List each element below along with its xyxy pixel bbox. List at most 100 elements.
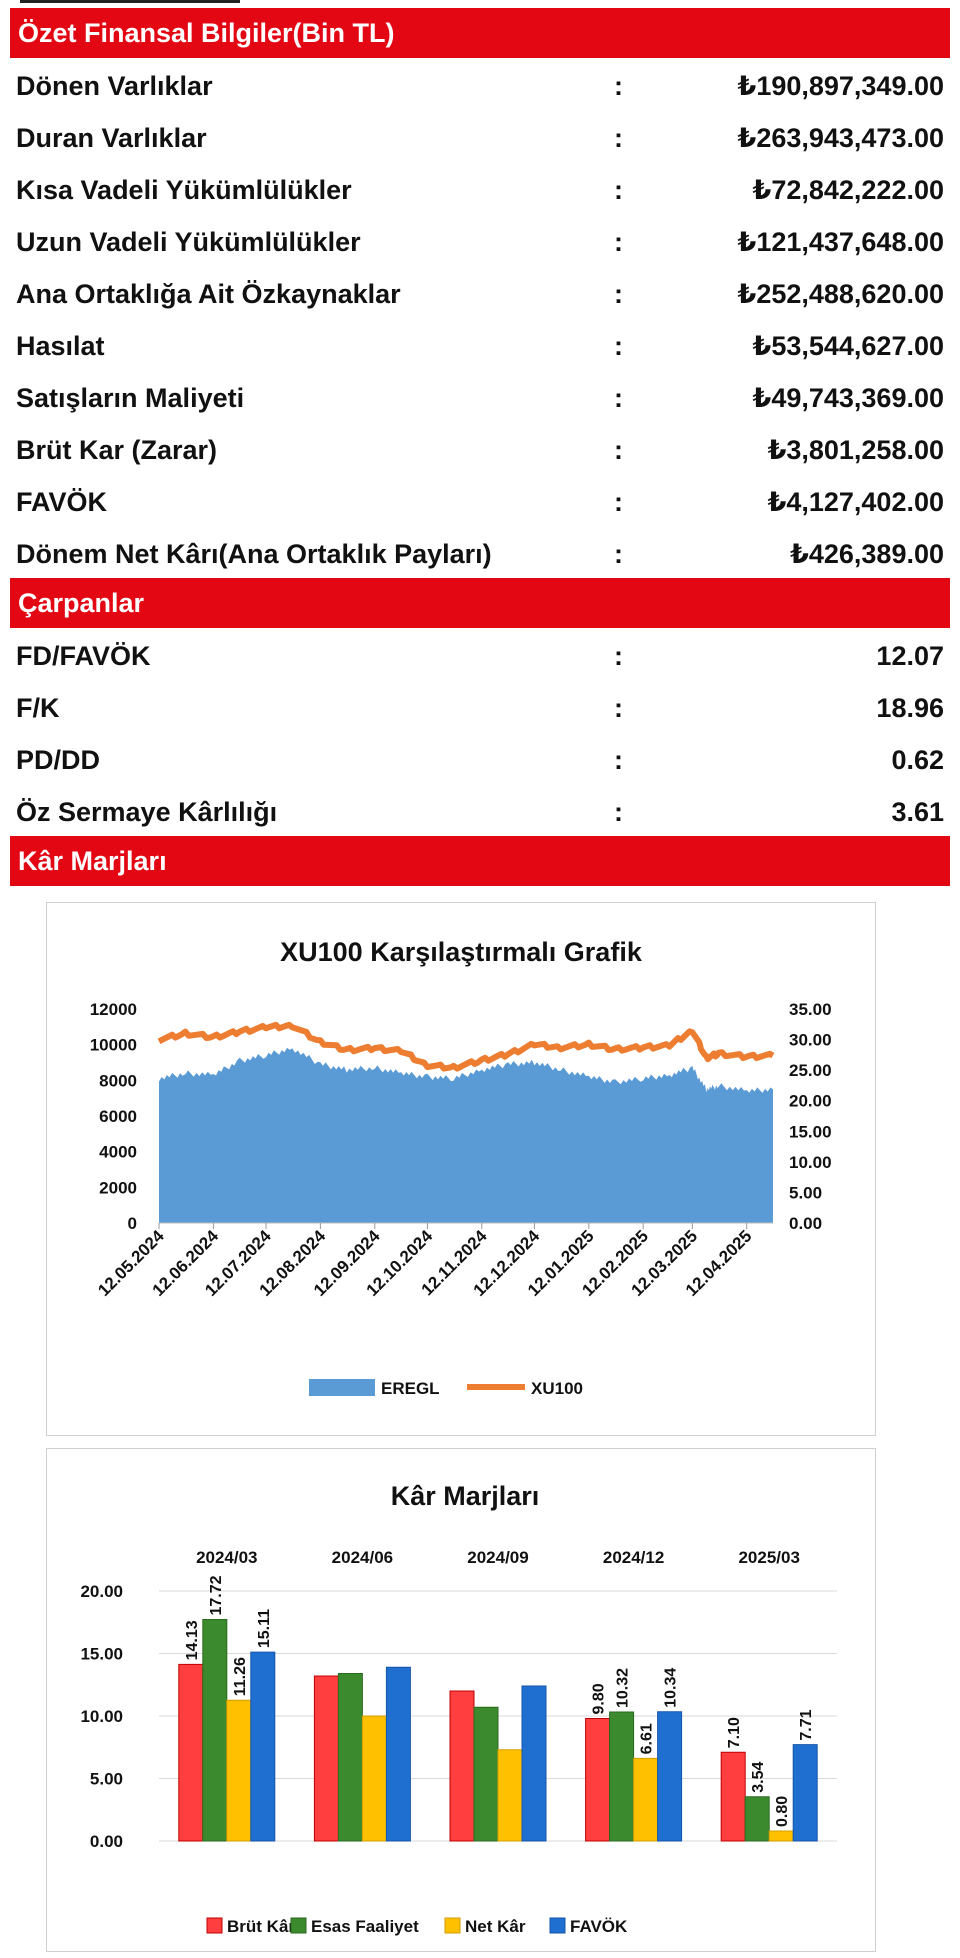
xu100-chart: XU100 Karşılaştırmalı Grafik 12000 10000 80… — [90, 937, 832, 1398]
legend-label: Esas Faaliyet — [311, 1917, 419, 1936]
row-value: ₺49,743,369.00 — [752, 383, 944, 413]
row-separator: : — [614, 71, 623, 101]
data-label: 0.80 — [774, 1796, 791, 1827]
category-label: 2024/03 — [196, 1548, 257, 1567]
right-axis-tick-label: 35.00 — [789, 1000, 832, 1019]
bar — [313, 1675, 339, 1842]
right-axis-tick-label: 15.00 — [789, 1122, 832, 1141]
chart-title: XU100 Karşılaştırmalı Grafik — [280, 937, 643, 967]
category-label: 2025/03 — [738, 1548, 799, 1567]
data-row: FD/FAVÖK: 12.07 — [16, 630, 944, 682]
legend-label: FAVÖK — [570, 1917, 628, 1936]
data-row: Öz Sermaye Kârlılığı: 3.61 — [16, 786, 944, 838]
row-label: Dönem Net Kârı(Ana Ortaklık Payları) — [16, 539, 492, 569]
bar — [792, 1744, 818, 1842]
row-label: Duran Varlıklar — [16, 123, 207, 153]
y-axis-tick-label: 20.00 — [80, 1582, 123, 1601]
row-label: Kısa Vadeli Yükümlülükler — [16, 175, 352, 205]
row-label: Brüt Kar (Zarar) — [16, 435, 218, 465]
left-axis-tick-label: 0 — [128, 1214, 137, 1233]
legend-eregl-label: EREGL — [381, 1379, 440, 1398]
left-axis-tick-label: 2000 — [99, 1178, 137, 1197]
right-axis-tick-label: 20.00 — [789, 1092, 832, 1111]
row-separator: : — [614, 279, 623, 309]
legend-label: Net Kâr — [465, 1917, 526, 1936]
row-separator: : — [614, 693, 623, 723]
margins-chart: Kâr Marjları 20.00 15.00 10.00 5.00 0.00 2024/… — [80, 1481, 837, 1936]
legend-swatch — [206, 1917, 223, 1934]
legend-swatch — [444, 1917, 461, 1934]
row-label: FD/FAVÖK — [16, 641, 151, 671]
row-separator: : — [614, 435, 623, 465]
eregl-area — [159, 1047, 773, 1223]
bar — [585, 1718, 611, 1842]
row-separator: : — [614, 123, 623, 153]
bar — [473, 1706, 499, 1842]
left-axis-tick-label: 12000 — [90, 1000, 137, 1019]
data-label: 15.11 — [256, 1609, 273, 1648]
row-label: Satışların Maliyeti — [16, 383, 245, 413]
row-separator: : — [614, 487, 623, 517]
data-row: Kısa Vadeli Yükümlülükler: ₺72,842,222.00 — [16, 164, 944, 216]
bar — [337, 1673, 363, 1842]
row-value: ₺121,437,648.00 — [737, 227, 944, 257]
data-label: 10.32 — [615, 1668, 632, 1708]
row-label: Hasılat — [16, 331, 105, 361]
right-axis-tick-label: 25.00 — [789, 1061, 832, 1080]
y-axis-tick-label: 5.00 — [90, 1770, 123, 1789]
row-label: Ana Ortaklığa Ait Özkaynaklar — [16, 279, 401, 309]
data-label: 17.72 — [208, 1575, 225, 1615]
financials-header: Özet Finansal Bilgiler(Bin TL) — [10, 8, 950, 58]
row-value: ₺4,127,402.00 — [767, 487, 944, 517]
y-axis-tick-label: 15.00 — [80, 1645, 123, 1664]
multiples-header: Çarpanlar — [10, 578, 950, 628]
data-row: Duran Varlıklar: ₺263,943,473.00 — [16, 112, 944, 164]
row-separator: : — [614, 641, 623, 671]
row-value: ₺3,801,258.00 — [767, 435, 944, 465]
legend-swatch — [549, 1917, 566, 1934]
bar — [178, 1663, 204, 1842]
data-label: 9.80 — [591, 1683, 608, 1714]
right-axis-tick-label: 30.00 — [789, 1031, 832, 1050]
bar — [609, 1711, 635, 1842]
bar — [202, 1619, 228, 1842]
row-value: 0.62 — [891, 745, 944, 775]
row-label: F/K — [16, 693, 60, 723]
margins-header: Kâr Marjları — [10, 836, 950, 886]
bar — [226, 1699, 252, 1842]
row-separator: : — [614, 331, 623, 361]
bar — [744, 1796, 770, 1842]
bar — [361, 1715, 387, 1842]
row-separator: : — [614, 539, 623, 569]
bar — [449, 1690, 475, 1842]
data-label: 11.26 — [232, 1657, 249, 1696]
category-label: 2024/12 — [603, 1548, 664, 1567]
data-row: Dönen Varlıklar: ₺190,897,349.00 — [16, 60, 944, 112]
right-axis-tick-label: 10.00 — [789, 1153, 832, 1172]
data-row: PD/DD: 0.62 — [16, 734, 944, 786]
bar — [385, 1666, 411, 1842]
row-separator: : — [614, 227, 623, 257]
legend-label: Brüt Kâr — [227, 1917, 295, 1936]
left-axis-tick-label: 4000 — [99, 1143, 137, 1162]
data-label: 14.13 — [184, 1620, 201, 1660]
cut-off-text — [20, 0, 240, 3]
row-separator: : — [614, 383, 623, 413]
data-row: Brüt Kar (Zarar): ₺3,801,258.00 — [16, 424, 944, 476]
bar — [497, 1749, 523, 1842]
row-value: ₺426,389.00 — [790, 539, 944, 569]
row-value: 3.61 — [891, 797, 944, 827]
row-separator: : — [614, 175, 623, 205]
category-label: 2024/06 — [332, 1548, 393, 1567]
data-row: Uzun Vadeli Yükümlülükler: ₺121,437,648.0… — [16, 216, 944, 268]
data-label: 3.54 — [750, 1762, 767, 1793]
data-label: 10.34 — [663, 1668, 680, 1708]
bar — [657, 1711, 683, 1842]
row-label: Öz Sermaye Kârlılığı — [16, 797, 278, 827]
left-axis-tick-label: 8000 — [99, 1071, 137, 1090]
row-label: PD/DD — [16, 745, 101, 775]
data-row: Dönem Net Kârı(Ana Ortaklık Payları): ₺42… — [16, 528, 944, 580]
row-separator: : — [614, 797, 623, 827]
xu100-line — [157, 1021, 775, 1072]
row-label: Dönen Varlıklar — [16, 71, 213, 101]
